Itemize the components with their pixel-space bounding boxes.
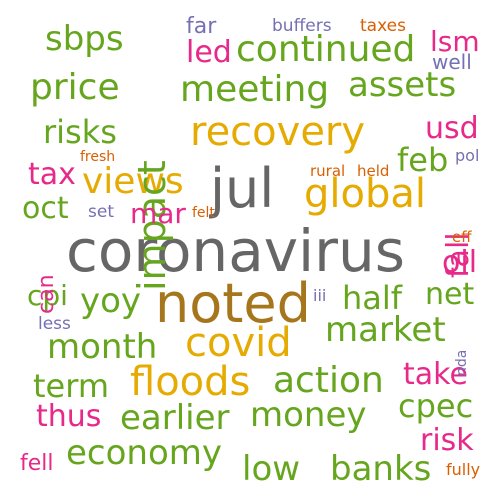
word-coronavirus: coronavirus <box>66 217 405 285</box>
word-take: take <box>403 357 468 392</box>
word-less: less <box>38 314 71 334</box>
word-pol: pol <box>455 146 480 165</box>
word-can: can <box>34 274 59 314</box>
word-mar: mar <box>130 197 186 230</box>
word-iii: iii <box>313 286 327 305</box>
word-meeting: meeting <box>180 69 330 110</box>
word-month: month <box>47 327 158 367</box>
word-sbps: sbps <box>45 19 124 59</box>
word-fresh: fresh <box>80 149 116 165</box>
word-continued: continued <box>236 29 416 70</box>
word-low: low <box>242 449 301 489</box>
word-cpi: cpi <box>27 279 68 312</box>
word-well: well <box>432 50 472 74</box>
word-buffers: buffers <box>272 16 332 36</box>
word-fell: fell <box>20 451 54 476</box>
word-usd: usd <box>425 111 479 146</box>
word-risk: risk <box>420 423 474 458</box>
word-nda: nda <box>454 350 470 377</box>
word-earlier: earlier <box>120 398 230 438</box>
word-led: led <box>186 35 232 70</box>
word-held: held <box>357 162 390 180</box>
word-thus: thus <box>36 399 102 434</box>
word-yoy: yoy <box>80 281 142 321</box>
word-oct: oct <box>22 191 69 226</box>
word-noted: noted <box>155 272 311 335</box>
word-felt: felt <box>192 205 215 221</box>
word-economy: economy <box>66 433 223 473</box>
word-term: term <box>33 367 109 405</box>
word-banks: banks <box>330 449 432 489</box>
word-price: price <box>30 67 120 108</box>
word-jul: jul <box>210 157 275 220</box>
word-far: far <box>186 14 217 39</box>
word-taxes: taxes <box>360 16 406 36</box>
word-covid: covid <box>185 320 292 366</box>
word-feb: feb <box>397 141 449 179</box>
word-half: half <box>342 279 403 317</box>
word-oil: oil <box>442 245 478 280</box>
word-assets: assets <box>348 65 457 105</box>
word-fully: fully <box>446 460 481 479</box>
word-tax: tax <box>28 157 76 192</box>
word-rural: rural <box>310 162 346 180</box>
word-recovery: recovery <box>190 109 366 155</box>
word-cpec: cpec <box>398 387 474 425</box>
word-views: views <box>82 161 184 202</box>
word-money: money <box>250 395 367 435</box>
word-eff: eff <box>452 228 472 246</box>
word-global: global <box>304 171 426 217</box>
word-net: net <box>425 277 475 312</box>
word-market: market <box>325 310 446 350</box>
word-lsm: lsm <box>430 25 480 58</box>
word-set: set <box>88 202 114 222</box>
word-action: action <box>273 360 384 401</box>
word-floods: floods <box>130 359 251 405</box>
word-risks: risks <box>43 113 117 151</box>
